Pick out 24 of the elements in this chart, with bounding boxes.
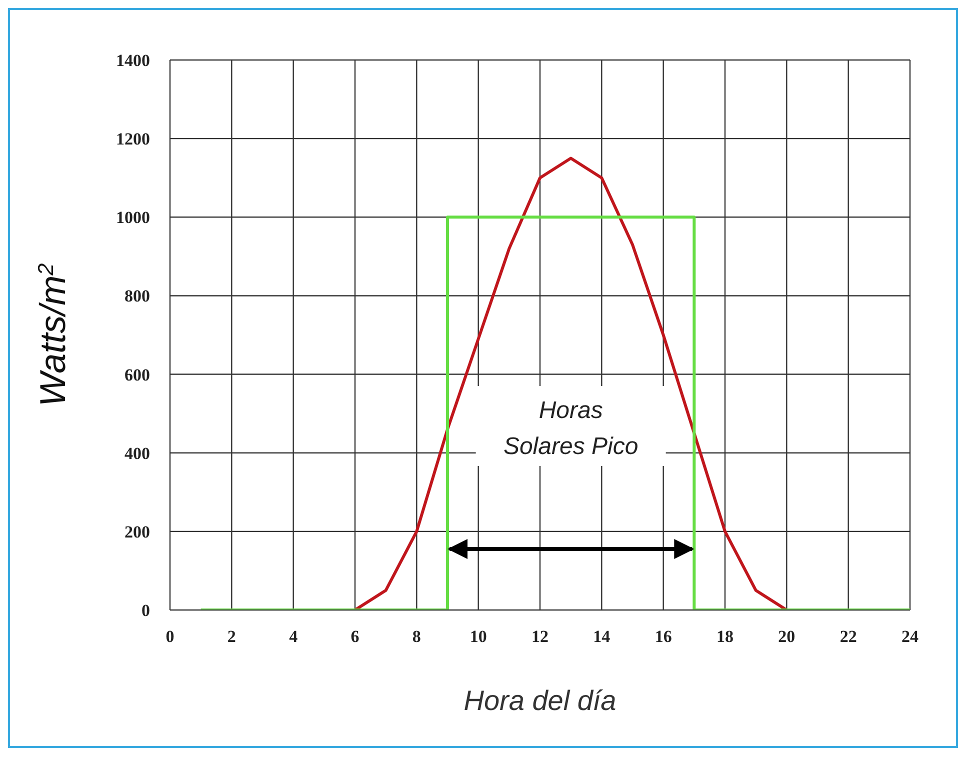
x-tick-label: 20 <box>778 627 796 646</box>
x-tick-label: 6 <box>350 627 360 646</box>
y-tick-label: 1200 <box>116 130 150 149</box>
y-tick-label: 600 <box>124 365 150 384</box>
x-tick-label: 22 <box>840 627 857 646</box>
y-tick-label: 1400 <box>116 51 150 70</box>
x-tick-label: 0 <box>166 627 174 646</box>
x-tick-label: 12 <box>532 627 548 646</box>
x-tick-label: 16 <box>654 627 672 646</box>
y-tick-label: 400 <box>124 444 150 463</box>
x-tick-label: 8 <box>412 627 421 646</box>
x-tick-label: 18 <box>716 627 734 646</box>
y-tick-label: 800 <box>124 286 150 306</box>
x-tick-label: 2 <box>227 627 236 646</box>
y-tick-label: 200 <box>124 522 150 542</box>
annotation: Horas Solares Pico <box>503 397 638 460</box>
x-tick-label: 24 <box>902 627 919 646</box>
line-series <box>354 156 788 610</box>
x-axis-title: Hora del día <box>464 685 616 716</box>
x-tick-label: 4 <box>289 627 298 646</box>
x-tick-label: 10 <box>470 627 487 646</box>
y-tick-label: 1000 <box>116 208 150 228</box>
x-tick-label: 14 <box>593 627 611 646</box>
y-tick-label: 0 <box>142 601 150 620</box>
